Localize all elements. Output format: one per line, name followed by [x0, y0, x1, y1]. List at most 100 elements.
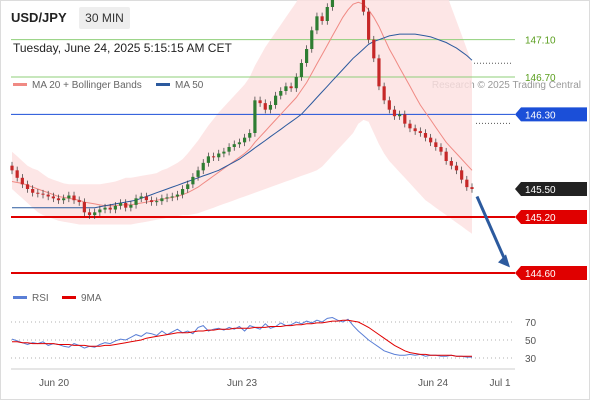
candle-body — [237, 142, 242, 145]
candle — [284, 82, 288, 95]
candle-body — [268, 105, 273, 110]
rsi-tick-50: 50 — [525, 336, 537, 347]
credit-text: Research © 2025 Trading Central — [431, 80, 581, 91]
candle — [103, 203, 107, 214]
candle — [377, 54, 381, 91]
candle-body — [108, 207, 112, 210]
level-label-145.50: 145.50 — [515, 182, 587, 196]
candle-body — [10, 165, 14, 171]
candle — [186, 180, 190, 193]
projection-arrow-head — [498, 254, 510, 268]
candle-body — [263, 103, 267, 110]
candle — [372, 35, 376, 63]
level-label-147.10: 147.10 — [525, 36, 556, 47]
candle — [206, 152, 211, 167]
candle-body — [465, 179, 469, 188]
candle-body — [211, 156, 216, 158]
candle-body — [398, 114, 402, 117]
legend-ma50: MA 50 — [156, 80, 203, 91]
candle-body — [387, 100, 391, 110]
candle — [62, 194, 66, 204]
candle-body — [93, 212, 97, 216]
candle-body — [170, 196, 174, 198]
ma50-swatch — [156, 82, 170, 86]
candle-body — [242, 137, 247, 143]
candle-body — [62, 198, 66, 201]
rsi-9ma-line — [12, 319, 472, 357]
ma9-swatch — [62, 295, 76, 299]
candle-body — [82, 202, 86, 213]
candle — [444, 147, 448, 165]
candle-body — [175, 194, 179, 197]
timestamp: Tuesday, June 24, 2025 5:15:15 AM CET — [13, 41, 232, 55]
candle — [149, 196, 154, 206]
candle-body — [206, 156, 211, 163]
candle-body — [248, 133, 252, 138]
candle — [434, 138, 438, 151]
ma50-label: MA 50 — [175, 80, 204, 91]
candle-body — [46, 194, 50, 197]
candle-body — [460, 170, 464, 180]
candle-body — [470, 187, 474, 189]
candle — [201, 159, 205, 175]
candle-body — [165, 197, 169, 199]
candle-body — [392, 109, 397, 117]
level-label-145.20: 145.20 — [515, 210, 587, 224]
candle — [129, 201, 133, 212]
candle-body — [196, 170, 200, 177]
level-text: 145.20 — [525, 213, 556, 224]
candle — [72, 191, 76, 204]
candle — [465, 175, 469, 191]
candle — [294, 73, 298, 92]
candle-body — [330, 0, 335, 7]
candle-body — [439, 147, 443, 152]
candle — [124, 199, 128, 212]
candle — [46, 190, 50, 201]
candle — [273, 91, 278, 109]
candle — [470, 183, 474, 193]
candle — [408, 119, 412, 133]
candle-body — [403, 114, 407, 124]
candle — [36, 189, 40, 198]
candle-body — [279, 91, 283, 96]
x-tick-jun-20: Jun 20 — [39, 378, 69, 389]
candle — [77, 196, 81, 206]
candle — [87, 208, 92, 219]
candle — [268, 101, 273, 114]
legend-ma20: MA 20 + Bollinger Bands — [13, 80, 142, 91]
candle-body — [320, 16, 324, 21]
candle-body — [56, 198, 61, 201]
candle — [263, 99, 267, 114]
candle — [361, 0, 366, 16]
level-text: 147.10 — [525, 36, 556, 47]
candle — [248, 129, 252, 142]
rsi-label: RSI — [32, 293, 49, 304]
candle-body — [305, 49, 309, 63]
candle — [315, 12, 319, 35]
candle — [15, 166, 19, 182]
candle-body — [227, 147, 231, 152]
candle — [113, 202, 117, 214]
candle — [51, 192, 55, 203]
candle-body — [134, 198, 138, 205]
candle-body — [118, 203, 123, 206]
candle-body — [139, 196, 143, 199]
candle — [232, 140, 236, 151]
candle — [367, 7, 371, 44]
level-tag — [515, 107, 587, 122]
timeframe-button[interactable]: 30 MIN — [79, 7, 130, 29]
candle-body — [149, 200, 154, 203]
candle-body — [36, 192, 40, 194]
candle-body — [180, 189, 185, 195]
candle — [217, 149, 221, 161]
candle — [191, 173, 195, 189]
candle-body — [15, 170, 19, 178]
candle — [155, 197, 159, 206]
candle-body — [310, 30, 314, 49]
level-text: 144.60 — [525, 269, 556, 280]
projection-arrow-line — [475, 195, 508, 264]
candle-body — [294, 77, 298, 89]
candle — [31, 185, 35, 197]
candle — [242, 133, 247, 147]
